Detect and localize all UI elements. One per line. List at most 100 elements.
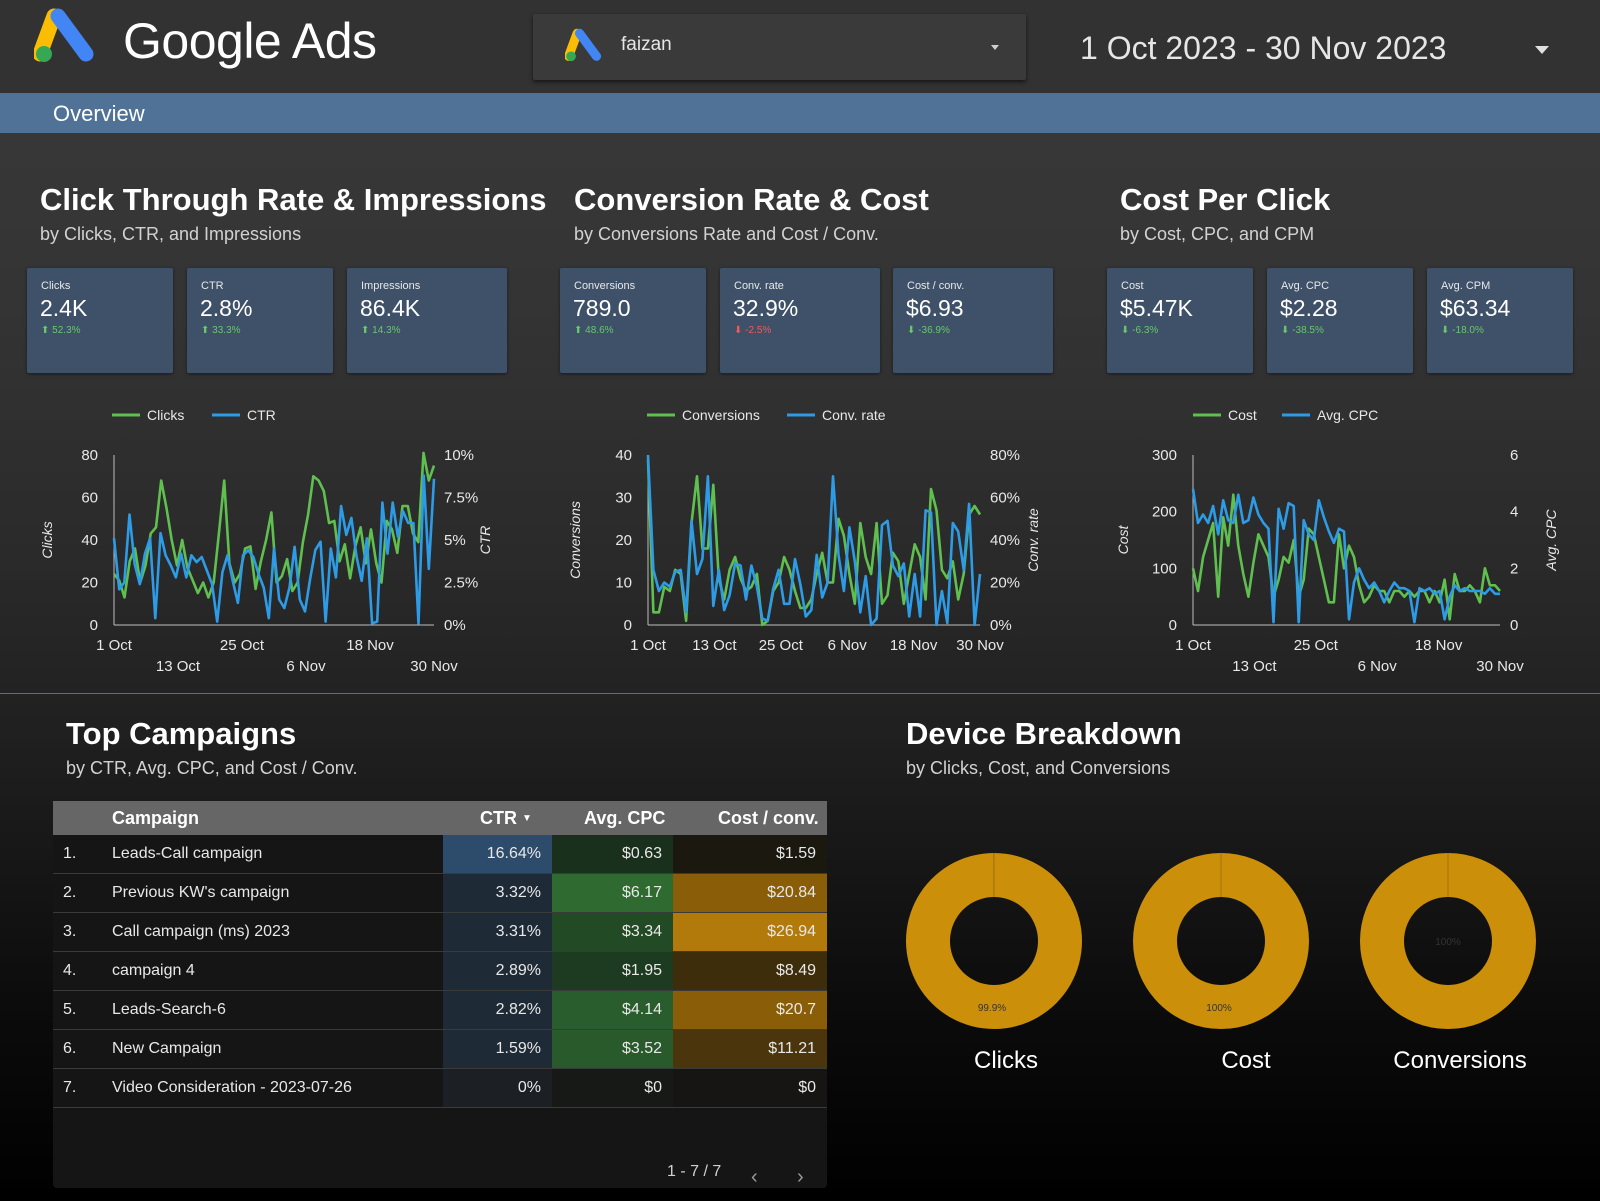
y-tick-label-right: 0%: [990, 617, 1012, 634]
date-range-selector[interactable]: 1 Oct 2023 - 30 Nov 2023: [1080, 30, 1447, 66]
kpi-delta-value: -18.0%: [1452, 325, 1484, 336]
avg-cpc-cell: $3.34: [552, 913, 673, 951]
y-tick-label-right: 0: [1510, 617, 1518, 634]
donut-label-conversions: Conversions: [1393, 1047, 1527, 1074]
google-ads-account-icon: [565, 28, 602, 62]
table-row[interactable]: 2. Previous KW's campaign 3.32% $6.17 $20.84: [53, 874, 827, 913]
chevron-down-icon[interactable]: [991, 45, 999, 50]
line-chart-clicks-ctr: Clicks CTR 0 20 40 60 80 0% 2.5% 5% 7.5% 10% Clicks C…: [39, 407, 493, 675]
column-header-ctr-label: CTR: [480, 808, 517, 828]
campaign-name: Video Consideration - 2023-07-26: [112, 1079, 352, 1096]
legend-label: Clicks: [147, 407, 184, 423]
kpi-value: 789.0: [573, 295, 631, 321]
chevron-right-icon[interactable]: ›: [797, 1166, 804, 1188]
kpi-value: $2.28: [1280, 295, 1338, 321]
kpi-value: $5.47K: [1120, 295, 1193, 321]
section-subtitle-conv: by Conversions Rate and Cost / Conv.: [574, 224, 879, 244]
kpi-value: $63.34: [1440, 295, 1511, 321]
cost-conv-cell: $20.84: [673, 874, 827, 912]
kpi-delta-value: -36.9%: [918, 325, 950, 336]
table-row[interactable]: 6. New Campaign 1.59% $3.52 $11.21: [53, 1030, 827, 1069]
donut-chart-conversions: 100%: [1360, 853, 1536, 1029]
table-row[interactable]: 3. Call campaign (ms) 2023 3.31% $3.34 $26.9…: [53, 913, 827, 952]
section-subtitle-campaigns: by CTR, Avg. CPC, and Cost / Conv.: [66, 758, 358, 778]
kpi-value: 86.4K: [360, 295, 421, 321]
tab-overview[interactable]: Overview: [53, 101, 145, 126]
chevron-down-icon[interactable]: [1535, 46, 1549, 54]
x-tick-label: 30 Nov: [1476, 658, 1524, 675]
y-tick-label-left: 40: [615, 447, 632, 464]
x-tick-label: 13 Oct: [692, 637, 737, 654]
y-axis-title-left: Cost: [1115, 525, 1131, 555]
kpi-label: Avg. CPM: [1441, 280, 1491, 292]
column-header-campaign[interactable]: Campaign: [112, 808, 200, 828]
y-tick-label-left: 60: [81, 490, 98, 507]
arrow-down-icon: ⬇: [734, 325, 743, 336]
kpi-delta-value: -2.5%: [745, 325, 772, 336]
kpi-delta: ⬇ -2.5%: [734, 325, 771, 336]
ctr-cell: 3.32%: [443, 874, 552, 912]
kpi-delta-value: 33.3%: [212, 325, 241, 336]
column-header-avg-cpc[interactable]: Avg. CPC: [584, 808, 666, 828]
cost-conv-cell: $0: [673, 1069, 827, 1107]
arrow-up-icon: ⬆: [201, 325, 210, 336]
arrow-up-icon: ⬆: [41, 325, 50, 336]
table-row[interactable]: 1. Leads-Call campaign 16.64% $0.63 $1.59: [53, 835, 827, 874]
y-tick-label-right: 0%: [444, 617, 466, 634]
x-tick-label: 30 Nov: [410, 658, 458, 675]
y-axis-title-right: Avg. CPC: [1543, 509, 1559, 572]
header: Google Ads faizan 1 Oct 2023 - 30 Nov 20…: [0, 0, 1600, 93]
campaign-name: Call campaign (ms) 2023: [112, 923, 290, 940]
y-tick-label-right: 6: [1510, 447, 1518, 464]
y-tick-label-left: 0: [90, 617, 98, 634]
sort-desc-icon: ▼: [522, 813, 532, 824]
kpi-delta: ⬇ -18.0%: [1441, 325, 1484, 336]
kpi-delta-value: 52.3%: [52, 325, 81, 336]
cost-conv-cell: $8.49: [673, 952, 827, 990]
series-line-conv-rate: [646, 454, 982, 627]
column-header-cost-conv[interactable]: Cost / conv.: [718, 808, 819, 828]
kpi-card-impressions: Impressions 86.4K ⬆ 14.3%: [347, 268, 507, 373]
kpi-delta: ⬇ -6.3%: [1121, 325, 1158, 336]
x-tick-label: 25 Oct: [1294, 637, 1339, 654]
donut-slice-label: 100%: [1206, 1003, 1232, 1014]
kpi-label: CTR: [201, 280, 224, 292]
row-index: 4.: [63, 962, 77, 979]
row-index: 6.: [63, 1040, 77, 1057]
legend-label: Conversions: [682, 407, 760, 423]
column-header-ctr[interactable]: CTR ▼: [480, 808, 532, 829]
cost-conv-cell: $11.21: [673, 1030, 827, 1068]
donut-chart-clicks: 99.9%: [906, 853, 1082, 1029]
section-subtitle-device: by Clicks, Cost, and Conversions: [906, 758, 1171, 778]
kpi-label: Conversions: [574, 280, 636, 292]
campaign-name: campaign 4: [112, 962, 195, 979]
kpi-delta-value: -6.3%: [1132, 325, 1159, 336]
donut-chart-cost: 100%: [1133, 853, 1309, 1029]
y-tick-label-right: 40%: [990, 532, 1020, 549]
y-tick-label-right: 60%: [990, 490, 1020, 507]
y-tick-label-right: 5%: [444, 532, 466, 549]
y-tick-label-left: 0: [624, 617, 632, 634]
table-row[interactable]: 7. Video Consideration - 2023-07-26 0% $0 $0: [53, 1069, 827, 1108]
y-axis-title-left: Clicks: [39, 521, 55, 558]
table-row[interactable]: 4. campaign 4 2.89% $1.95 $8.49: [53, 952, 827, 991]
y-axis-title-right: CTR: [477, 526, 493, 555]
account-selector[interactable]: faizan: [533, 14, 1026, 80]
table-header: Campaign CTR ▼ Avg. CPC Cost / conv.: [53, 801, 827, 835]
y-tick-label-right: 2: [1510, 560, 1518, 577]
x-tick-label: 6 Nov: [828, 637, 868, 654]
x-tick-label: 6 Nov: [1358, 658, 1398, 675]
kpi-label: Cost / conv.: [907, 280, 965, 292]
x-tick-label: 1 Oct: [630, 637, 667, 654]
chevron-left-icon[interactable]: ‹: [751, 1166, 758, 1188]
kpi-label: Cost: [1121, 280, 1144, 292]
donut-slice: [906, 853, 1082, 1029]
legend-label: CTR: [247, 407, 276, 423]
row-index: 3.: [63, 923, 77, 940]
table-row[interactable]: 5. Leads-Search-6 2.82% $4.14 $20.7: [53, 991, 827, 1030]
x-tick-label: 18 Nov: [1415, 637, 1463, 654]
avg-cpc-cell: $4.14: [552, 991, 673, 1029]
cost-conv-cell: $1.59: [673, 835, 827, 873]
y-tick-label-left: 10: [615, 575, 632, 592]
avg-cpc-cell: $1.95: [552, 952, 673, 990]
